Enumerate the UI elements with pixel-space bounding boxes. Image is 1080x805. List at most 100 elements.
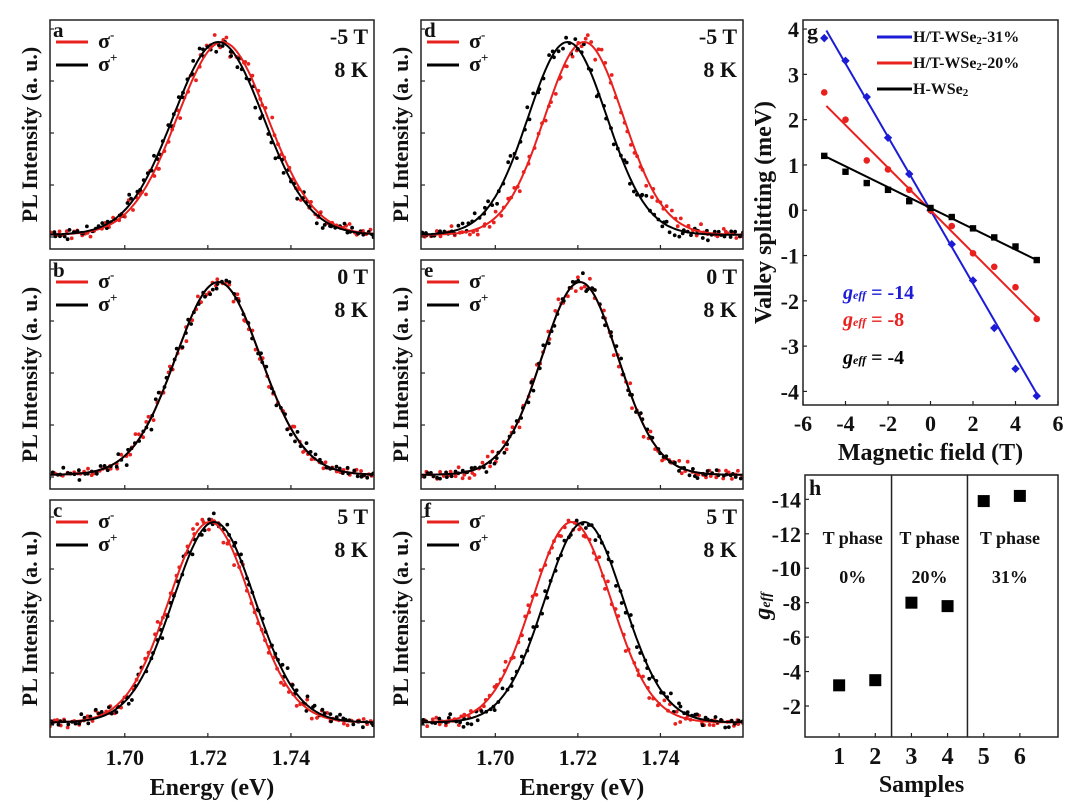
data-point-sigma-plus [729,229,734,234]
legend-polarization: + [481,290,488,305]
data-point-sigma-minus [472,473,477,477]
data-point-sigma-plus [152,153,156,158]
data-point [968,276,978,285]
data-point-sigma-minus [221,540,226,545]
data-point-sigma-minus [593,57,598,62]
data-point-sigma-plus [116,452,121,456]
data-point-sigma-plus [492,708,497,712]
data-point-sigma-plus [541,343,546,348]
data-point-sigma-plus [628,613,633,617]
data-point-sigma-minus [677,458,682,463]
data-point-sigma-plus [677,469,681,473]
legend-text: H-WSe [913,81,963,98]
legend-polarization: - [481,507,485,522]
legend-suffix: -31% [982,29,1019,46]
data-point-sigma-minus [88,234,93,239]
data-point-sigma-minus [609,73,614,77]
data-point [883,133,893,142]
data-point-sigma-minus [309,457,314,462]
data-point-sigma-minus [628,381,633,386]
y-axis-label: PL Intensity (a. u.) [388,287,413,462]
data-point [990,323,999,333]
data-point-sigma-plus [581,271,585,276]
data-point-sigma-plus [531,388,536,393]
fit-curve-sigma-plus [50,520,374,724]
x-tick-label: 1.70 [106,745,145,770]
legend-polarization: - [110,27,114,42]
data-point-sigma-minus [517,189,522,194]
temperature-label: 8 K [334,297,368,322]
data-point-sigma-minus [475,232,480,237]
data-point-sigma-minus [359,469,363,473]
data-point-sigma-plus [669,691,673,696]
legend-polarization: + [110,50,117,65]
y-tick-label: -4 [783,660,801,685]
data-point-sigma-plus [632,189,636,194]
data-point-sigma-minus [583,36,588,41]
eff-subscript: eff [853,288,867,302]
data-point-sigma-plus [733,229,737,234]
data-point [820,33,829,43]
data-point-sigma-plus [437,716,442,721]
data-point-sigma-minus [224,35,229,40]
data-point-sigma-minus [323,460,328,465]
data-point-sigma-plus [486,199,490,204]
data-point-sigma-minus [267,385,271,389]
data-point-sigma-plus [638,411,643,415]
data-point-sigma-plus [281,171,286,175]
data-point-sigma-plus [584,526,588,530]
legend-sigma: σ [98,268,110,293]
x-axis-label: Energy (eV) [150,775,275,801]
legend-sigma: σ [98,291,110,316]
field-label: 5 T [337,504,368,529]
data-point-sigma-minus [347,222,352,226]
data-point [969,225,977,232]
data-point-sigma-plus [733,475,738,479]
panel-g: -6 -4 -2 0 2 4 6 -4 -3 -2 -1 0 1 2 3 4 Magnetic field (T… [751,17,1064,466]
data-point-sigma-plus [508,154,513,158]
data-point-sigma-plus [531,91,536,96]
data-point-sigma-plus [197,46,202,51]
data-point-sigma-plus [738,476,743,481]
data-point-sigma-minus [155,620,160,624]
data-point-sigma-minus [309,716,314,721]
field-label: 0 T [337,264,368,289]
y-axis-label: PL Intensity (a. u.) [17,287,42,462]
x-tick-label: -4 [836,411,854,436]
legend-sigma: σ [98,531,110,556]
data-point-sigma-minus [721,227,726,231]
data-point [1032,391,1041,401]
data-point [941,600,954,613]
data-point-sigma-minus [493,209,498,214]
data-point-sigma-plus [611,142,616,147]
x-tick-label: 0 [925,411,936,436]
axes-frame [49,499,375,738]
data-point [862,92,871,102]
panel-label: c [53,498,62,522]
data-point-sigma-minus [89,473,94,478]
x-tick-label: 5 [978,744,990,770]
data-point-sigma-plus [62,234,67,239]
legend-subscript: 2 [976,61,982,73]
panel-c: c σ-σ+5 T8 KPL Intensity (a. u.)1.70 1.72 1… [17,498,375,801]
data-point-sigma-minus [510,425,515,430]
data-point [905,186,913,194]
field-label: -5 T [699,24,737,49]
data-point-sigma-plus [126,701,131,706]
panel-label: d [424,18,436,42]
data-point-sigma-plus [700,236,705,240]
data-point-sigma-minus [437,722,442,727]
data-point-sigma-plus [361,725,365,730]
data-point-sigma-plus [667,230,672,235]
data-point-sigma-plus [573,37,578,41]
legend-label-sigma-plus: σ+ [98,50,117,76]
data-point-sigma-plus [127,192,132,197]
axes-frame [49,19,375,250]
group-percent: 20% [912,567,948,587]
temperature-label: 8 K [334,537,368,562]
legend-label: H-WSe2 [913,81,969,99]
data-point-sigma-plus [79,712,84,717]
data-point-sigma-plus [350,225,354,230]
plot-area [50,33,374,242]
data-point-sigma-minus [294,704,299,708]
